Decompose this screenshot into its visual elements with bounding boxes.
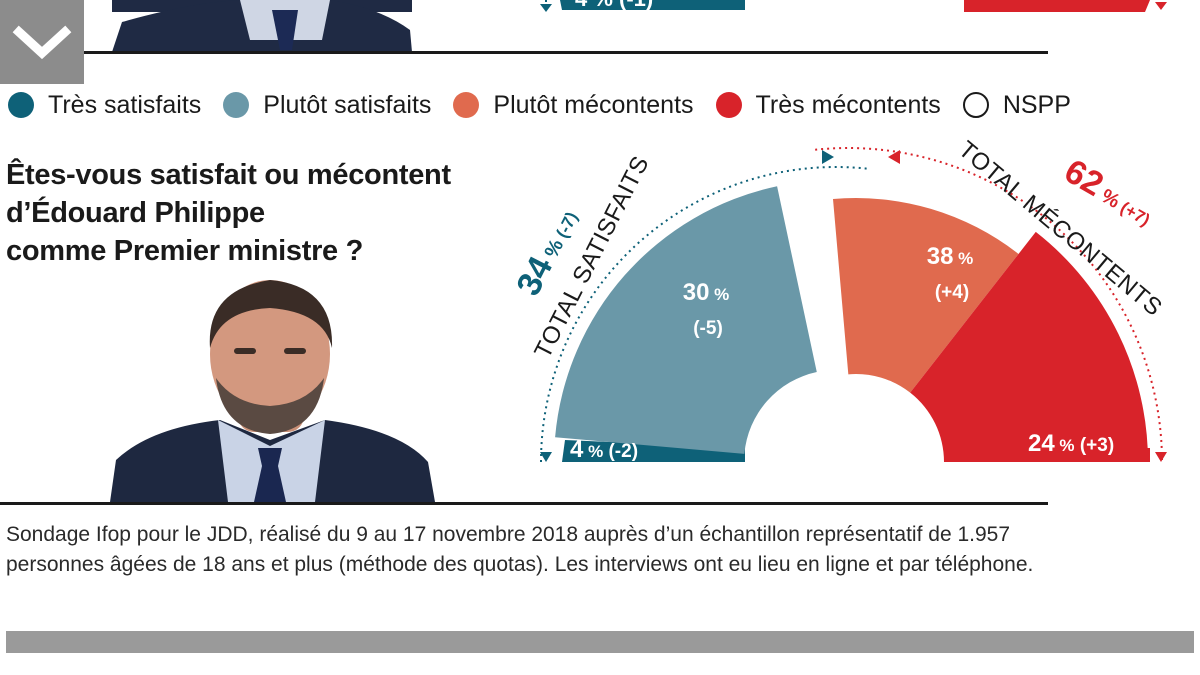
footnote-line: personnes âgées de 18 ans et plus (métho… xyxy=(6,553,1034,576)
label-plutot-mecontents: 38 % xyxy=(927,243,974,270)
question-line: d’Édouard Philippe xyxy=(6,197,265,229)
half-donut-chart: 4 % (-2)30 %(-5)38 %(+4)24 % (+3)TOTAL S… xyxy=(509,136,1167,463)
bottom-scroll-bar[interactable] xyxy=(6,631,1194,653)
legend-label: Plutôt mécontents xyxy=(493,90,694,119)
prev-teal-bar xyxy=(560,0,745,10)
question-line: comme Premier ministre ? xyxy=(6,235,364,267)
portrait-face xyxy=(210,280,330,428)
portrait-hair xyxy=(209,280,333,348)
bottom-divider xyxy=(0,502,1048,505)
slice-tres-satisfaits xyxy=(562,440,745,462)
arc-arrowhead xyxy=(822,150,834,164)
question-line: Êtes-vous satisfait ou mécontent xyxy=(6,159,451,191)
source-footnote: Sondage Ifop pour le JDD, réalisé du 9 a… xyxy=(6,520,1186,580)
legend-label: Très satisfaits xyxy=(48,90,202,119)
legend-label: Très mécontents xyxy=(755,90,941,119)
prev-teal-label: 4 % (-1) xyxy=(575,0,653,12)
portrait-photo xyxy=(110,280,435,502)
legend-swatch xyxy=(962,92,989,118)
top-divider xyxy=(0,51,1048,54)
prev-right-arrowhead xyxy=(1155,2,1167,10)
legend-item-nspp: NSPP xyxy=(962,90,1071,120)
arc-arrowhead xyxy=(1155,452,1167,462)
portrait-tie xyxy=(254,448,286,502)
total-satisfaits-arc xyxy=(540,166,867,463)
slice-tres-mecontents xyxy=(910,231,1148,462)
prev-red-bar xyxy=(964,0,1150,12)
slice-tres-mecontents-base xyxy=(964,448,1150,462)
label-tres-satisfaits: 4 % (-2) xyxy=(570,436,638,463)
prev-photo-tie xyxy=(272,10,298,50)
legend-swatch xyxy=(8,92,34,118)
collapse-button[interactable] xyxy=(0,0,84,84)
legend-swatch xyxy=(453,92,480,118)
legend-item-plutot-mecontents: Plutôt mécontents xyxy=(453,90,694,120)
legend-swatch xyxy=(715,92,742,118)
slice-plutot-mecontents xyxy=(832,198,1019,393)
previous-panel-graphics xyxy=(112,0,1167,52)
legend: Très satisfaits Plutôt satisfaits Plutôt… xyxy=(8,88,1093,122)
legend-item-tres-mecontents: Très mécontents xyxy=(715,90,941,120)
footnote-line: Sondage Ifop pour le JDD, réalisé du 9 a… xyxy=(6,523,1011,546)
legend-swatch xyxy=(223,92,250,118)
arc-arrowhead xyxy=(888,150,900,164)
arc-arrowhead xyxy=(540,452,552,462)
slice-plutot-satisfaits xyxy=(555,186,817,454)
portrait-eye xyxy=(284,348,306,354)
label-tres-mecontents: 24 % (+3) xyxy=(1028,430,1114,457)
portrait-beard xyxy=(216,378,324,434)
legend-label: Plutôt satisfaits xyxy=(263,90,432,119)
prev-left-arrowhead xyxy=(540,4,552,12)
legend-label: NSPP xyxy=(1002,90,1071,119)
label-plutot-mecontents-change: (+4) xyxy=(935,282,969,303)
chevron-down-icon xyxy=(12,25,72,60)
question-title: Êtes-vous satisfait ou mécontent d’Édoua… xyxy=(6,156,486,270)
total-mecontents-arc xyxy=(815,147,1163,463)
legend-item-plutot-satisfaits: Plutôt satisfaits xyxy=(223,91,431,120)
portrait-eye xyxy=(234,348,256,354)
legend-item-tres-satisfaits: Très satisfaits xyxy=(8,91,201,120)
label-plutot-satisfaits-change: (-5) xyxy=(693,318,723,339)
label-plutot-satisfaits: 30 % xyxy=(683,279,730,306)
